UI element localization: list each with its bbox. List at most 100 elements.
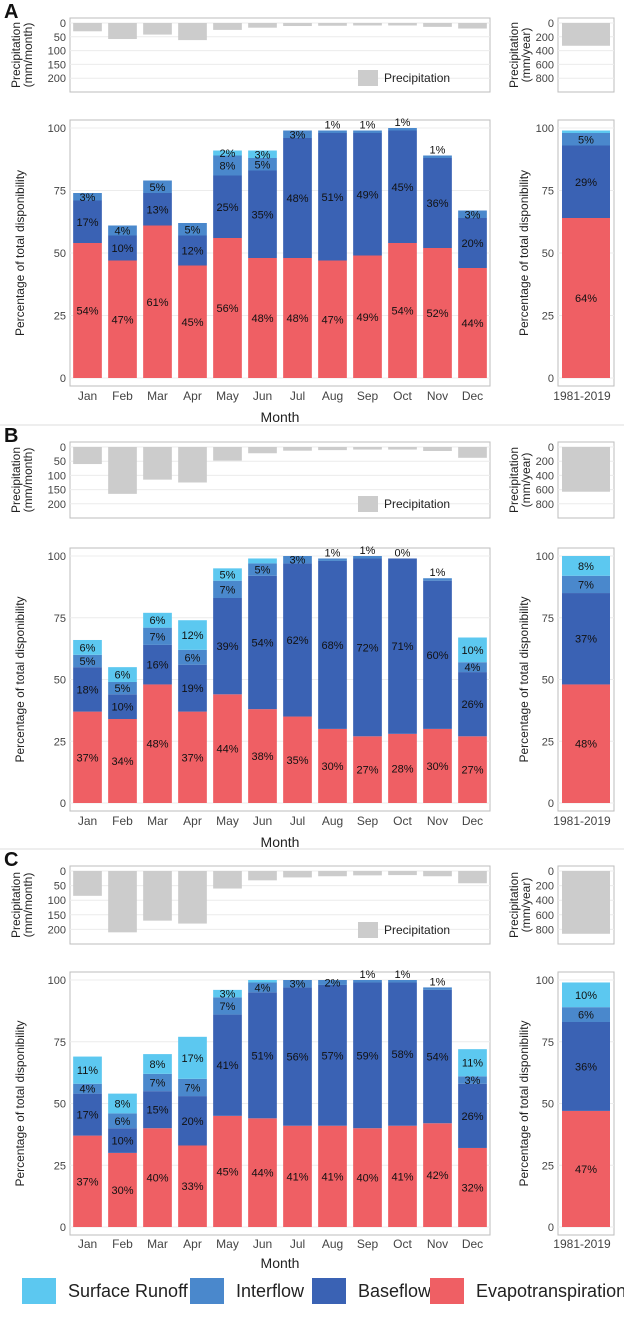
- data-label: 48%: [286, 193, 308, 205]
- data-label: 54%: [391, 306, 413, 318]
- annual-y-axis-title: Percentage of total disponibility: [517, 596, 531, 762]
- bar-surface-runoff: [213, 568, 242, 581]
- bar-surface-runoff: [248, 558, 277, 564]
- precip-bar: [353, 871, 382, 876]
- annual-x-tick-label: 1981-2019: [553, 1237, 611, 1251]
- x-tick-label: Sep: [357, 814, 379, 828]
- x-tick-label: Jul: [290, 814, 305, 828]
- data-label: 15%: [146, 1105, 168, 1117]
- data-label: 6%: [115, 1116, 131, 1128]
- x-axis-title: Month: [261, 834, 300, 850]
- data-label: 37%: [181, 752, 203, 764]
- annual-precip-tick-label: 600: [536, 59, 554, 71]
- annual-precip-tick-label: 0: [548, 866, 554, 878]
- precip-bar: [73, 23, 102, 32]
- data-label: 44%: [251, 1168, 273, 1180]
- bar-interflow: [318, 130, 347, 133]
- data-label: 41%: [216, 1060, 238, 1072]
- precip-tick-label: 100: [48, 470, 66, 482]
- precip-tick-label: 150: [48, 59, 66, 71]
- bar-baseflow: [108, 694, 137, 720]
- annual-precip-tick-label: 600: [536, 910, 554, 922]
- data-label: 1%: [430, 976, 446, 988]
- bar-baseflow: [108, 1128, 137, 1153]
- data-label: 3%: [290, 979, 306, 991]
- precip-ylabel: Precipitation(mm/month): [9, 447, 35, 513]
- precip-tick-label: 150: [48, 485, 66, 497]
- x-tick-label: Mar: [147, 389, 168, 403]
- data-label: 48%: [146, 739, 168, 751]
- precip-bar: [178, 23, 207, 41]
- data-label: 40%: [356, 1173, 378, 1185]
- data-label: 35%: [251, 209, 273, 221]
- data-label: 42%: [426, 1170, 448, 1182]
- bar-interflow: [143, 180, 172, 193]
- data-label: 26%: [461, 699, 483, 711]
- bar-surface-runoff: [73, 1056, 102, 1084]
- bar-surface-runoff: [458, 637, 487, 663]
- bar-evapotranspiration: [353, 1128, 382, 1227]
- bar-baseflow: [178, 664, 207, 712]
- annual-tick-label: 25: [542, 311, 554, 323]
- bar-surface-runoff: [248, 980, 277, 983]
- bar-evapotranspiration: [388, 1125, 417, 1227]
- data-label: 59%: [356, 1050, 378, 1062]
- data-label: 37%: [76, 752, 98, 764]
- data-label: 1%: [360, 545, 376, 557]
- bar-interflow: [458, 662, 487, 673]
- bar-interflow: [178, 1078, 207, 1097]
- bar-baseflow: [388, 982, 417, 1126]
- bar-surface-runoff: [73, 639, 102, 655]
- annual-tick-label: 75: [542, 186, 554, 198]
- data-label: 30%: [321, 761, 343, 773]
- bar-interflow: [73, 193, 102, 201]
- y-axis-title: Percentage of total disponibility: [13, 596, 27, 762]
- data-label: 45%: [391, 182, 413, 194]
- bar-surface-runoff: [213, 150, 242, 156]
- data-label: 26%: [461, 1111, 483, 1123]
- x-tick-label: Jul: [290, 1237, 305, 1251]
- data-label: 68%: [321, 640, 343, 652]
- x-tick-label: Nov: [427, 389, 448, 403]
- annual-precip-ylabel: Precipitation(mm/year): [507, 872, 533, 938]
- bar-baseflow: [283, 138, 312, 258]
- precip-tick-label: 0: [60, 18, 66, 30]
- data-label: 47%: [111, 314, 133, 326]
- annual-bar-baseflow: [562, 1021, 610, 1111]
- bar-evapotranspiration: [318, 728, 347, 803]
- main-tick-label: 75: [54, 1037, 66, 1049]
- data-label: 19%: [181, 683, 203, 695]
- bar-baseflow: [108, 235, 137, 261]
- annual-precip-tick-label: 0: [548, 18, 554, 30]
- precip-bar: [178, 871, 207, 924]
- data-label: 5%: [220, 570, 236, 582]
- bar-evapotranspiration: [458, 1147, 487, 1227]
- bar-interflow: [108, 1113, 137, 1129]
- bar-evapotranspiration: [388, 733, 417, 803]
- bar-baseflow: [318, 984, 347, 1126]
- x-tick-label: Jan: [78, 1237, 97, 1251]
- annual-x-tick-label: 1981-2019: [553, 814, 611, 828]
- bar-evapotranspiration: [73, 711, 102, 803]
- bar-surface-runoff: [108, 1093, 137, 1114]
- precip-bar: [458, 23, 487, 29]
- precip-bar: [283, 871, 312, 878]
- data-label: 8%: [150, 1059, 166, 1071]
- x-tick-label: Nov: [427, 814, 448, 828]
- precip-tick-label: 0: [60, 866, 66, 878]
- data-label: 40%: [146, 1173, 168, 1185]
- annual-precip-tick-label: 200: [536, 32, 554, 44]
- annual-data-label: 6%: [578, 1010, 594, 1022]
- precip-bar: [213, 871, 242, 889]
- data-label: 1%: [360, 969, 376, 981]
- annual-data-label: 29%: [575, 177, 597, 189]
- precip-legend-swatch: [358, 496, 378, 512]
- data-label: 1%: [325, 547, 341, 559]
- main-tick-label: 100: [48, 123, 66, 135]
- annual-precip-bar: [562, 447, 610, 492]
- data-label: 1%: [360, 120, 376, 132]
- annual-bar-baseflow: [562, 593, 610, 685]
- annual-tick-label: 100: [536, 551, 554, 563]
- x-tick-label: Apr: [183, 389, 202, 403]
- legend-swatch-surface-runoff: [22, 1278, 56, 1304]
